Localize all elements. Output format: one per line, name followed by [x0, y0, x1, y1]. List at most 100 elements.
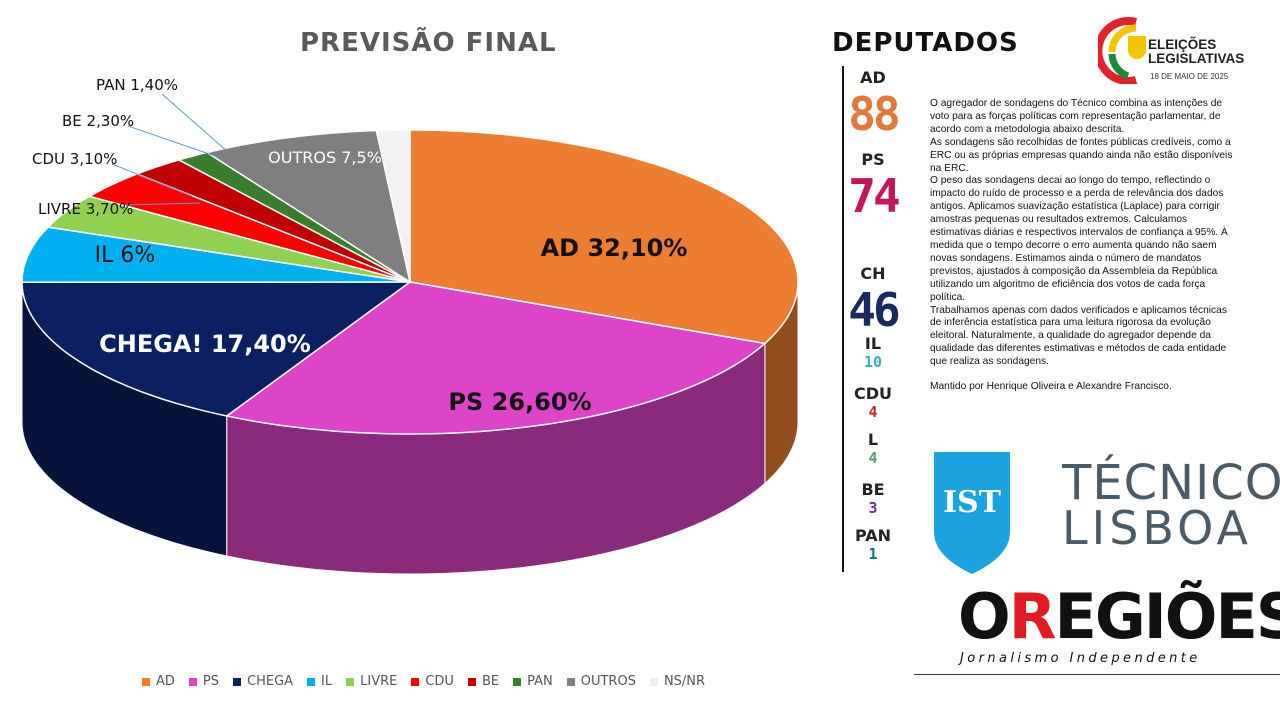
legend-label: PS	[202, 674, 219, 689]
tecnico-shield-mark: IST	[943, 485, 1002, 520]
deputados-pan: PAN 1	[844, 526, 902, 563]
seat-count: 10	[863, 353, 883, 371]
methodology-text: O agregador de sondagens do Técnico comb…	[930, 98, 1240, 394]
leader-line-livre	[123, 202, 201, 206]
legend-item-cdu: CDU	[411, 674, 454, 689]
deputados-ps: PS 74	[844, 150, 902, 223]
legend-swatch	[188, 677, 197, 686]
legend-label: PAN	[527, 674, 553, 689]
legend-item-pan: PAN	[513, 674, 553, 689]
methodology-paragraph: O peso das sondagens decai ao longo do t…	[930, 175, 1228, 303]
party-name: CDU	[853, 384, 892, 403]
pie-slice-be	[134, 159, 411, 283]
legend-swatch	[513, 677, 522, 686]
methodology-paragraph: As sondagens são recolhidas de fontes pú…	[930, 136, 1233, 174]
legend-item-ps: PS	[188, 674, 219, 689]
o-regioes-logo: OREGIÕES	[958, 585, 1280, 649]
deputados-title: DEPUTADOS	[832, 28, 1019, 58]
regioes-rest: EGIÕES	[1054, 580, 1280, 653]
legend-label: AD	[156, 674, 175, 689]
deputados-ad: AD 88	[844, 68, 902, 141]
pie-slice-outros	[204, 129, 412, 284]
party-name: CH	[860, 264, 886, 283]
party-name: BE	[861, 480, 885, 499]
regioes-o: O	[958, 580, 1011, 653]
seat-count: 4	[868, 403, 878, 421]
party-name: PAN	[854, 526, 892, 545]
tecnico-name: TÉCNICO	[1062, 455, 1280, 511]
legend-swatch	[233, 677, 241, 686]
leader-line-pan	[161, 93, 229, 153]
data-label-il: IL 6%	[95, 243, 156, 268]
deputados-be: BE 3	[844, 480, 902, 517]
seat-count: 46	[848, 283, 900, 337]
legend-item-chega: CHEGA	[233, 674, 293, 689]
chart-legend: AD PS CHEGA IL LIVRE CDU BE PAN OUTROS NS/NR	[142, 674, 705, 689]
pie-slice-ps	[224, 281, 767, 435]
pie-chart: AD 32,10% PS 26,60% CHEGA! 17,40% IL 6% LIVR…	[21, 76, 799, 575]
legend-item-be: BE	[467, 674, 500, 689]
deputados-il: IL 10	[844, 334, 902, 371]
legend-swatch	[649, 677, 658, 686]
legend-item-ad: AD	[142, 674, 175, 689]
data-label-livre: LIVRE 3,70%	[38, 200, 133, 218]
data-label-ps: PS 26,60%	[448, 388, 591, 416]
methodology-paragraph: O agregador de sondagens do Técnico comb…	[930, 98, 1223, 135]
legend-label: BE	[481, 674, 500, 689]
legend-swatch	[346, 677, 355, 686]
eleicoes-legislativas-logo	[1098, 17, 1146, 84]
party-name: L	[867, 430, 879, 449]
seat-count: 74	[848, 169, 900, 223]
leader-line-be	[127, 125, 219, 158]
pie-slice-nsnr	[375, 129, 411, 283]
legend-swatch	[411, 677, 420, 686]
leader-line-cdu	[111, 163, 193, 197]
legend-label: LIVRE	[360, 674, 398, 689]
regioes-tagline: Jornalismo Independente	[960, 651, 1201, 666]
legend-item-il: IL	[307, 674, 332, 689]
pie-slice-cdu	[87, 173, 411, 283]
deputados-column: AD 88 PS 74 CH 46 IL 10 CDU 4 L 4 BE 3 PAN 1	[842, 66, 902, 572]
legend-swatch	[307, 677, 316, 686]
tecnico-shield-logo: IST	[934, 452, 1010, 574]
data-label-outros: OUTROS 7,5%	[268, 148, 382, 167]
lisboa-name: LISBOA	[1062, 501, 1253, 555]
seat-count: 88	[848, 87, 900, 141]
legend-label: CHEGA	[247, 674, 294, 689]
maintainers-text: Mantido por Henrique Oliveira e Alexandr…	[930, 381, 1172, 393]
deputados-cdu: CDU 4	[844, 384, 902, 421]
data-label-chega: CHEGA! 17,40%	[99, 330, 311, 358]
legend-swatch	[142, 677, 150, 686]
data-label-be: BE 2,30%	[62, 112, 134, 130]
seat-count: 3	[868, 499, 878, 517]
data-label-cdu: CDU 3,10%	[32, 150, 117, 168]
legend-swatch	[566, 677, 575, 686]
legend-label: NS/NR	[663, 674, 706, 689]
party-name: PS	[861, 150, 885, 169]
seat-count: 4	[868, 449, 878, 467]
legend-item-nsnr: NS/NR	[649, 674, 706, 689]
election-date: 18 DE MAIO DE 2025	[1150, 72, 1229, 81]
deputados-ch: CH 46	[844, 264, 902, 337]
data-label-ad: AD 32,10%	[541, 234, 688, 262]
pie-slice-chega	[21, 281, 413, 417]
methodology-paragraph: Trabalhamos apenas com dados verificados…	[930, 304, 1227, 368]
legend-label: OUTROS	[580, 674, 636, 689]
seat-count: 1	[868, 545, 878, 563]
pie-slice-ad	[409, 129, 799, 345]
divider-line	[914, 674, 1280, 675]
data-label-pan: PAN 1,40%	[96, 76, 178, 94]
legend-label: IL	[321, 674, 333, 689]
pie-slice-livre	[46, 195, 411, 283]
legend-item-outros: OUTROS	[566, 674, 636, 689]
chart-title: PREVISÃO FINAL	[300, 28, 557, 58]
legend-label: CDU	[425, 674, 454, 689]
eleicoes-text: ELEIÇÕES LEGISLATIVAS	[1148, 38, 1244, 66]
legend-swatch	[467, 677, 476, 686]
regioes-r: R	[1008, 580, 1057, 653]
party-name: AD	[860, 68, 886, 87]
eleicoes-line: ELEIÇÕES	[1148, 37, 1217, 52]
party-name: IL	[864, 334, 882, 353]
legislativas-line: LEGISLATIVAS	[1148, 51, 1245, 66]
